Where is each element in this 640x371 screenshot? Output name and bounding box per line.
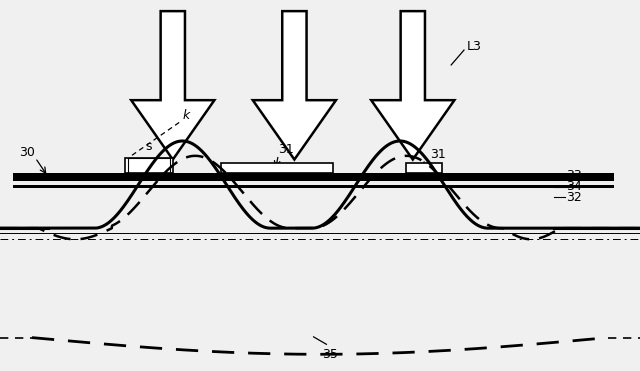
Polygon shape bbox=[131, 11, 214, 160]
Bar bbox=[221, 163, 333, 173]
Text: L3: L3 bbox=[467, 40, 482, 53]
Bar bbox=[13, 181, 614, 185]
Text: k: k bbox=[182, 108, 189, 122]
Text: 30: 30 bbox=[19, 145, 35, 159]
Text: 34: 34 bbox=[566, 180, 582, 193]
Polygon shape bbox=[253, 11, 336, 160]
Bar bbox=[13, 185, 614, 188]
Text: 31: 31 bbox=[278, 142, 294, 156]
Bar bbox=[125, 158, 173, 173]
Text: 33: 33 bbox=[566, 169, 582, 183]
Text: 35: 35 bbox=[322, 348, 337, 361]
Text: s: s bbox=[145, 140, 152, 153]
Text: 31: 31 bbox=[430, 148, 446, 161]
Text: 32: 32 bbox=[566, 191, 582, 204]
Bar bbox=[13, 173, 614, 181]
Polygon shape bbox=[371, 11, 454, 160]
Bar bbox=[406, 163, 442, 173]
